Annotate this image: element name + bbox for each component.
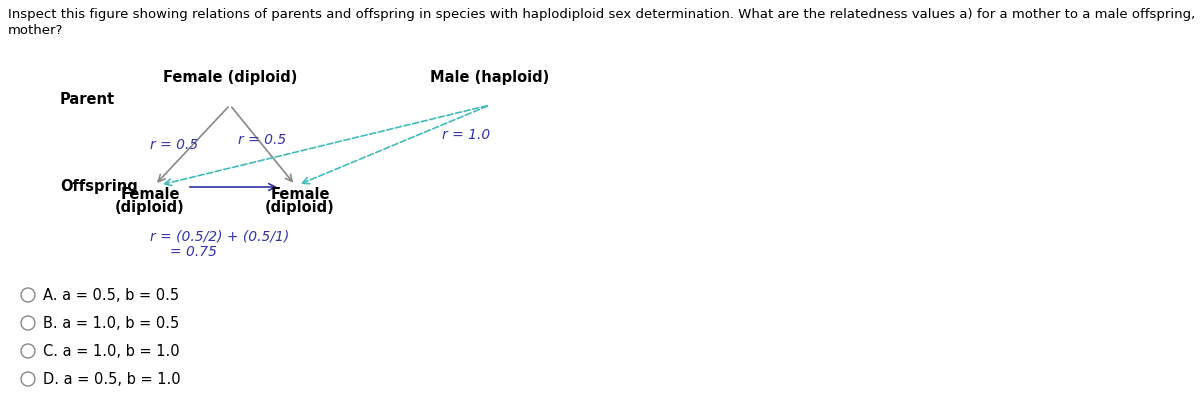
Text: r = 0.5: r = 0.5 [150, 138, 198, 152]
Text: (diploid): (diploid) [265, 200, 335, 215]
Text: Female (diploid): Female (diploid) [163, 70, 298, 85]
Text: = 0.75: = 0.75 [170, 245, 217, 259]
Text: Offspring: Offspring [60, 180, 138, 195]
Text: r = 1.0: r = 1.0 [443, 128, 491, 142]
Text: Male (haploid): Male (haploid) [431, 70, 550, 85]
Text: Female: Female [270, 187, 330, 202]
Text: B. a = 1.0, b = 0.5: B. a = 1.0, b = 0.5 [43, 316, 179, 330]
Text: mother?: mother? [8, 24, 64, 37]
Text: C. a = 1.0, b = 1.0: C. a = 1.0, b = 1.0 [43, 344, 180, 358]
Text: Female: Female [120, 187, 180, 202]
Text: Parent: Parent [60, 93, 115, 107]
Text: r = 0.5: r = 0.5 [238, 133, 287, 147]
Text: A. a = 0.5, b = 0.5: A. a = 0.5, b = 0.5 [43, 287, 179, 302]
Text: r = (0.5/2) + (0.5/1): r = (0.5/2) + (0.5/1) [150, 230, 289, 244]
Text: D. a = 0.5, b = 1.0: D. a = 0.5, b = 1.0 [43, 372, 181, 387]
Text: Inspect this figure showing relations of parents and offspring in species with h: Inspect this figure showing relations of… [8, 8, 1200, 21]
Text: (diploid): (diploid) [115, 200, 185, 215]
